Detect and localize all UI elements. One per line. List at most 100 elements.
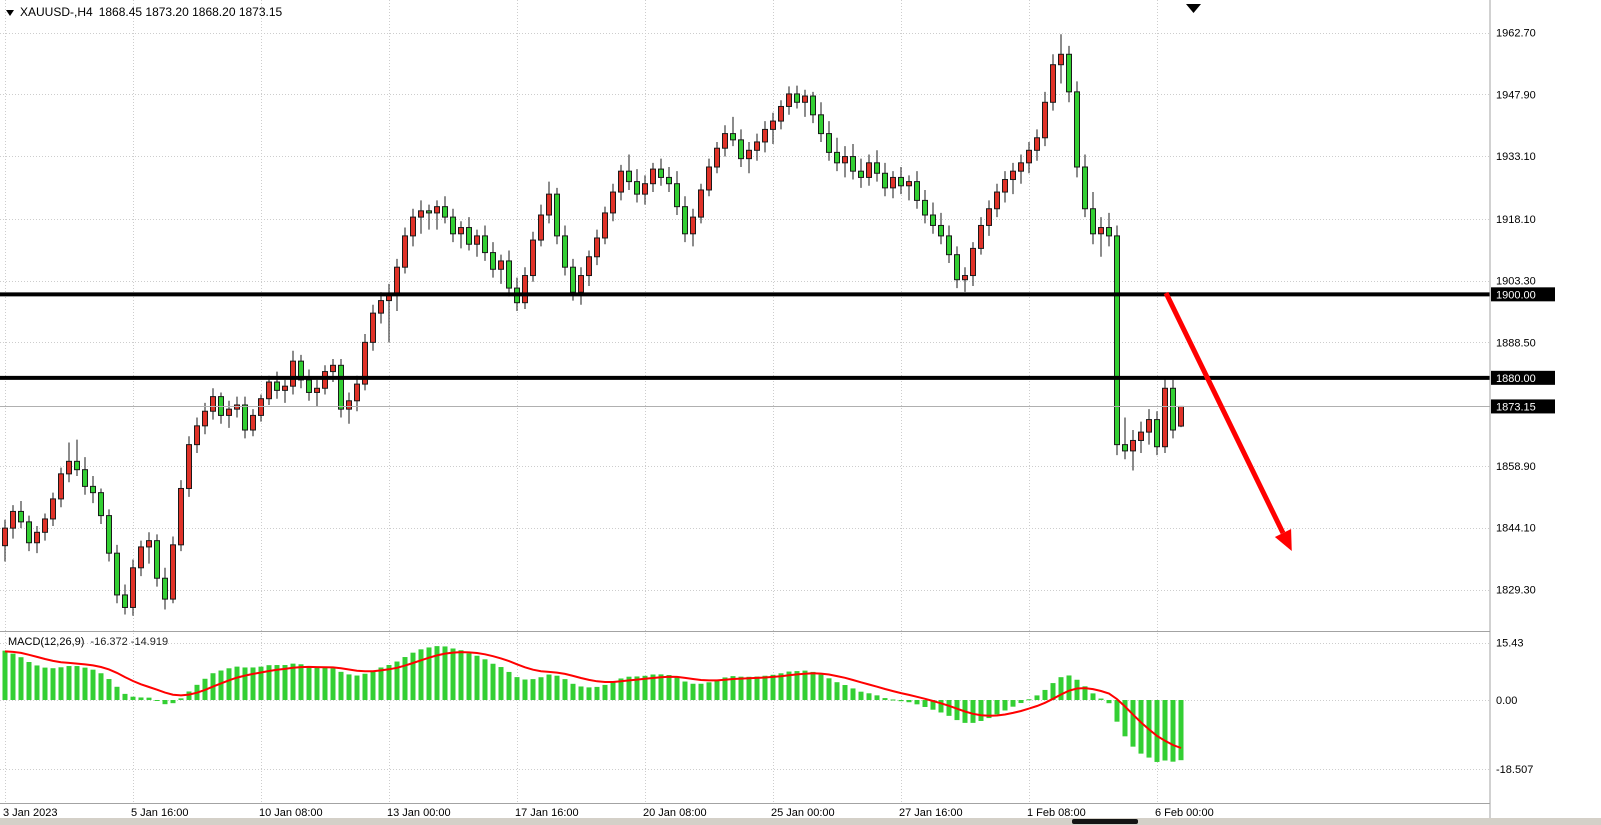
candle-body — [674, 183, 680, 208]
macd-histogram-bar — [162, 700, 168, 705]
candle-body — [698, 189, 704, 218]
macd-histogram-bar — [386, 665, 392, 700]
scrollbar-thumb[interactable] — [1072, 819, 1138, 824]
candle-body — [922, 199, 928, 216]
candle-body — [1162, 387, 1168, 448]
candle-body — [50, 498, 56, 520]
chart-shift-marker[interactable] — [1186, 4, 1201, 13]
macd-histogram-bar — [594, 686, 600, 700]
candle-body — [266, 381, 272, 400]
candle-body — [1002, 179, 1008, 193]
candle-body — [1170, 387, 1176, 431]
candle-body — [682, 206, 688, 235]
macd-histogram-bar — [1162, 700, 1168, 761]
macd-histogram-bar — [586, 687, 592, 700]
macd-histogram-bar — [298, 664, 304, 700]
macd-indicator-label: MACD(12,26,9) -16.372 -14.919 — [8, 636, 168, 648]
chart-title-bar: XAUUSD-,H4 1868.45 1873.20 1868.20 1873.… — [6, 5, 282, 19]
macd-histogram-bar — [1002, 700, 1008, 711]
macd-histogram-bar — [154, 700, 160, 701]
candle-body — [1058, 53, 1064, 66]
macd-histogram-bar — [1082, 686, 1088, 700]
candle-body — [762, 128, 768, 143]
macd-histogram-bar — [130, 696, 136, 700]
candle-body — [874, 162, 880, 174]
macd-histogram-bar — [482, 659, 488, 700]
trend-arrow[interactable] — [1163, 291, 1286, 535]
macd-histogram-bar — [714, 680, 720, 700]
candle-body — [1042, 101, 1048, 139]
macd-histogram-bar — [1034, 695, 1040, 700]
macd-histogram-bar — [674, 677, 680, 700]
macd-histogram-bar — [490, 663, 496, 700]
price-tick-label: 1918.10 — [1496, 214, 1536, 226]
candle-body — [978, 224, 984, 249]
macd-histogram-bar — [930, 700, 936, 710]
price-tick-label: 1829.30 — [1496, 585, 1536, 597]
macd-histogram-bar — [946, 700, 952, 716]
candle-body — [434, 206, 440, 214]
macd-histogram-bar — [426, 647, 432, 700]
candle-body — [834, 151, 840, 164]
candle-body — [850, 156, 856, 172]
price-tick-label: 1844.10 — [1496, 523, 1536, 535]
macd-histogram-bar — [34, 665, 40, 700]
scrollbar-track[interactable] — [0, 818, 1601, 825]
candle-body — [402, 235, 408, 268]
macd-histogram-bar — [410, 652, 416, 700]
candle-body — [1074, 91, 1080, 168]
candle-body — [298, 360, 304, 381]
candle-body — [994, 191, 1000, 210]
candle-body — [1034, 137, 1040, 151]
candle-body — [322, 371, 328, 389]
macd-histogram-bar — [834, 682, 840, 700]
macd-histogram-bar — [1106, 700, 1112, 704]
candle-body — [522, 275, 528, 304]
macd-histogram-bar — [250, 667, 256, 700]
macd-histogram-bar — [610, 682, 616, 700]
macd-histogram-bar — [874, 695, 880, 700]
candle-body — [938, 224, 944, 237]
macd-histogram-bar — [18, 657, 24, 700]
candle-body — [314, 387, 320, 393]
candle-body — [154, 540, 160, 579]
macd-histogram-bar — [306, 666, 312, 700]
candle-body — [194, 425, 200, 446]
candle-body — [1146, 419, 1152, 433]
macd-histogram-bar — [106, 679, 112, 700]
candle-body — [746, 149, 752, 160]
macd-histogram-bar — [1122, 700, 1128, 737]
macd-histogram-bar — [898, 700, 904, 702]
macd-histogram-bar — [818, 674, 824, 700]
candle-body — [178, 487, 184, 546]
macd-histogram-bar — [146, 697, 152, 700]
macd-signal-line — [4, 650, 1182, 749]
macd-tick-label: -18.507 — [1496, 764, 1533, 776]
macd-histogram-bar — [42, 667, 48, 700]
price-tick-label: 1888.50 — [1496, 337, 1536, 349]
trend-arrow-head[interactable] — [1274, 529, 1292, 551]
macd-histogram-bar — [458, 650, 464, 700]
macd-histogram-bar — [706, 682, 712, 700]
macd-histogram-bar — [1026, 699, 1032, 701]
candle-body — [186, 444, 192, 489]
macd-histogram-bar — [50, 668, 56, 700]
candle-body — [1098, 227, 1104, 235]
macd-histogram-bar — [858, 691, 864, 700]
macd-histogram-bar — [842, 685, 848, 700]
candle-body — [642, 183, 648, 195]
macd-histogram-bar — [666, 675, 672, 700]
macd-histogram-bar — [914, 700, 920, 705]
macd-histogram-bar — [970, 700, 976, 723]
macd-histogram-bar — [746, 676, 752, 700]
macd-histogram-bar — [1114, 700, 1120, 722]
candle-body — [130, 567, 136, 608]
candle-body — [706, 166, 712, 191]
macd-histogram-bar — [2, 650, 8, 700]
candle-body — [466, 227, 472, 245]
candle-body — [1026, 149, 1032, 164]
symbol-dropdown-icon[interactable] — [6, 9, 14, 16]
macd-histogram-bar — [642, 675, 648, 700]
candle-body — [1050, 64, 1056, 103]
